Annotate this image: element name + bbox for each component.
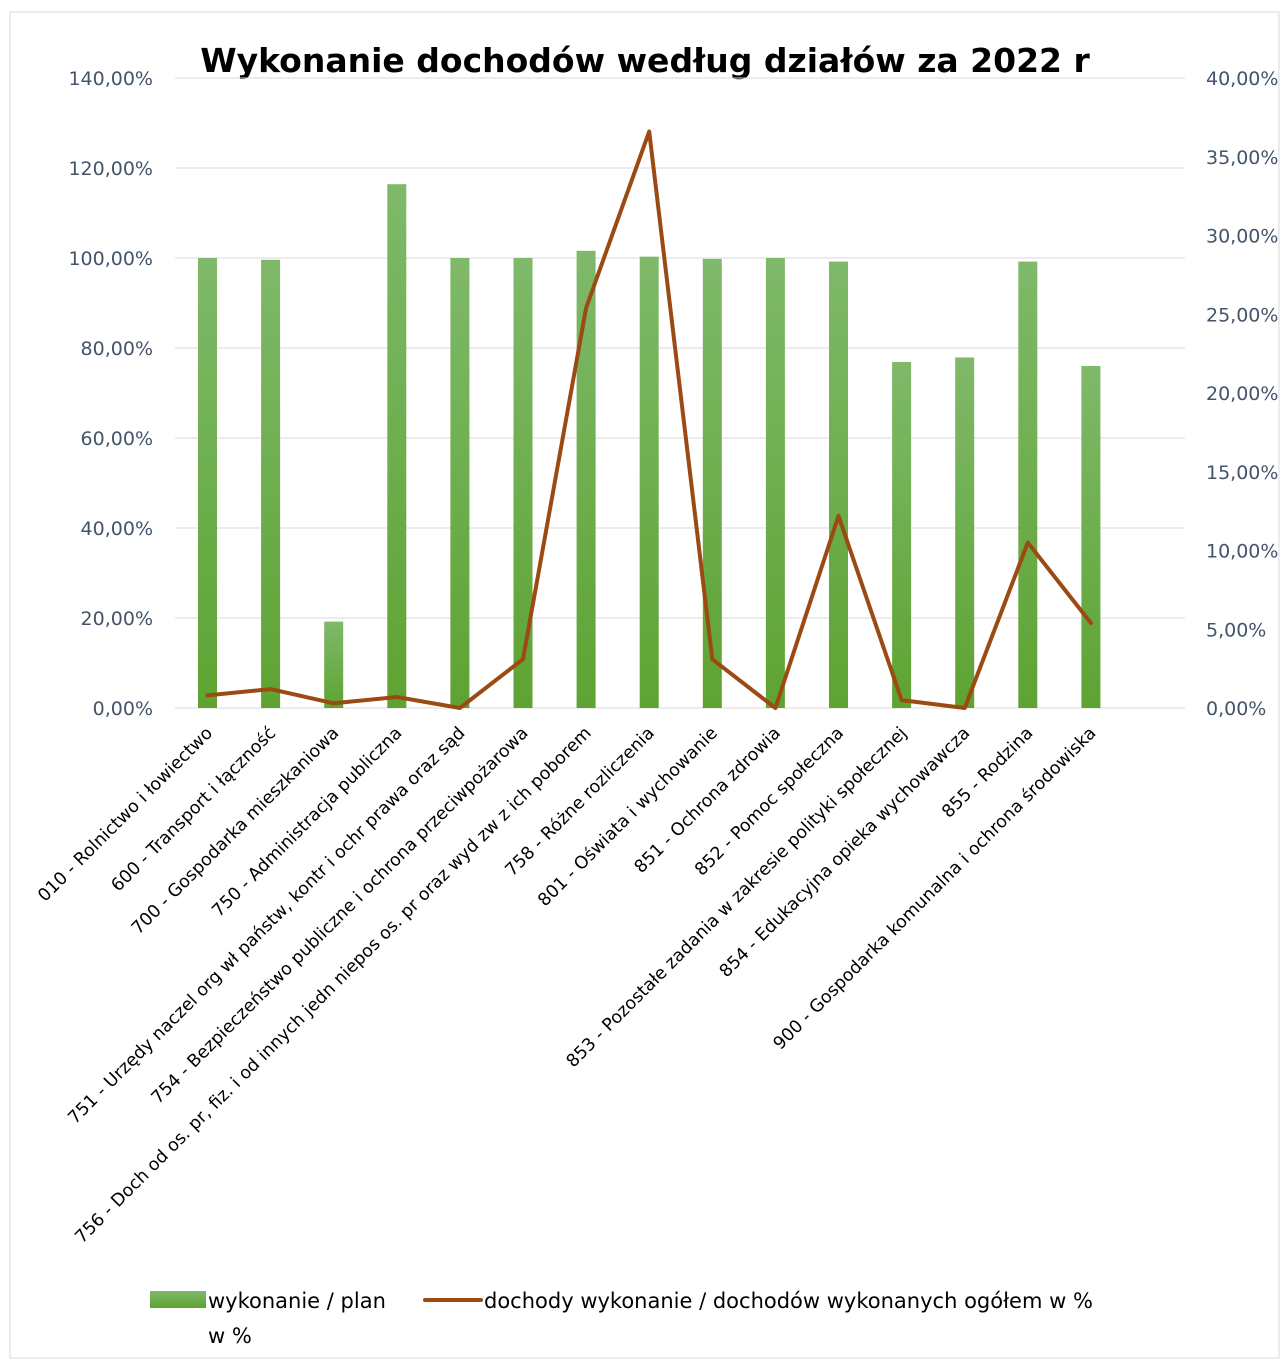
legend-line-label: dochody wykonanie / dochodów wykonanych …	[484, 1289, 1093, 1313]
bar	[387, 184, 407, 708]
right-tick-label: 35,00%	[1206, 147, 1278, 169]
legend: wykonanie / plan w % dochody wykonanie /…	[150, 1289, 1093, 1348]
left-tick-label: 40,00%	[81, 518, 153, 540]
right-tick-label: 40,00%	[1206, 68, 1278, 90]
bar	[955, 357, 975, 708]
bar	[576, 250, 596, 709]
left-tick-label: 120,00%	[68, 158, 153, 180]
left-tick-label: 20,00%	[81, 608, 153, 630]
bar	[198, 258, 217, 708]
bar	[639, 256, 659, 708]
left-tick-label: 80,00%	[81, 338, 153, 360]
bar	[829, 261, 848, 708]
bar	[1018, 261, 1038, 708]
right-tick-label: 0,00%	[1206, 698, 1266, 720]
left-axis-ticks: 0,00% 20,00% 40,00% 60,00% 80,00% 100,00% 120,…	[68, 68, 153, 720]
bar-series	[198, 184, 1101, 709]
left-tick-label: 0,00%	[93, 698, 153, 720]
left-tick-label: 140,00%	[68, 68, 153, 90]
bar	[702, 258, 722, 708]
left-tick-label: 100,00%	[68, 248, 153, 270]
legend-bar-label-line2: w %	[208, 1324, 252, 1348]
legend-bar-label-line1: wykonanie / plan	[208, 1289, 386, 1313]
right-tick-label: 20,00%	[1206, 383, 1278, 405]
gridlines	[175, 77, 1185, 709]
legend-bar-swatch	[150, 1291, 206, 1308]
right-tick-label: 25,00%	[1206, 304, 1278, 326]
bar	[261, 259, 281, 708]
bar	[450, 258, 470, 708]
right-axis-ticks: 0,00% 5,00% 10,00% 15,00% 20,00% 25,00% 30,00%…	[1206, 68, 1278, 720]
right-tick-label: 5,00%	[1206, 619, 1266, 641]
bar	[1081, 366, 1101, 708]
bar	[765, 258, 785, 708]
right-tick-label: 10,00%	[1206, 541, 1278, 563]
bar	[513, 258, 533, 708]
bar	[892, 361, 912, 708]
right-tick-label: 30,00%	[1206, 226, 1278, 248]
chart-title: Wykonanie dochodów według działów za 202…	[200, 41, 1090, 80]
line-series	[205, 129, 1093, 710]
left-tick-label: 60,00%	[81, 428, 153, 450]
bar	[324, 621, 344, 708]
right-tick-label: 15,00%	[1206, 462, 1278, 484]
